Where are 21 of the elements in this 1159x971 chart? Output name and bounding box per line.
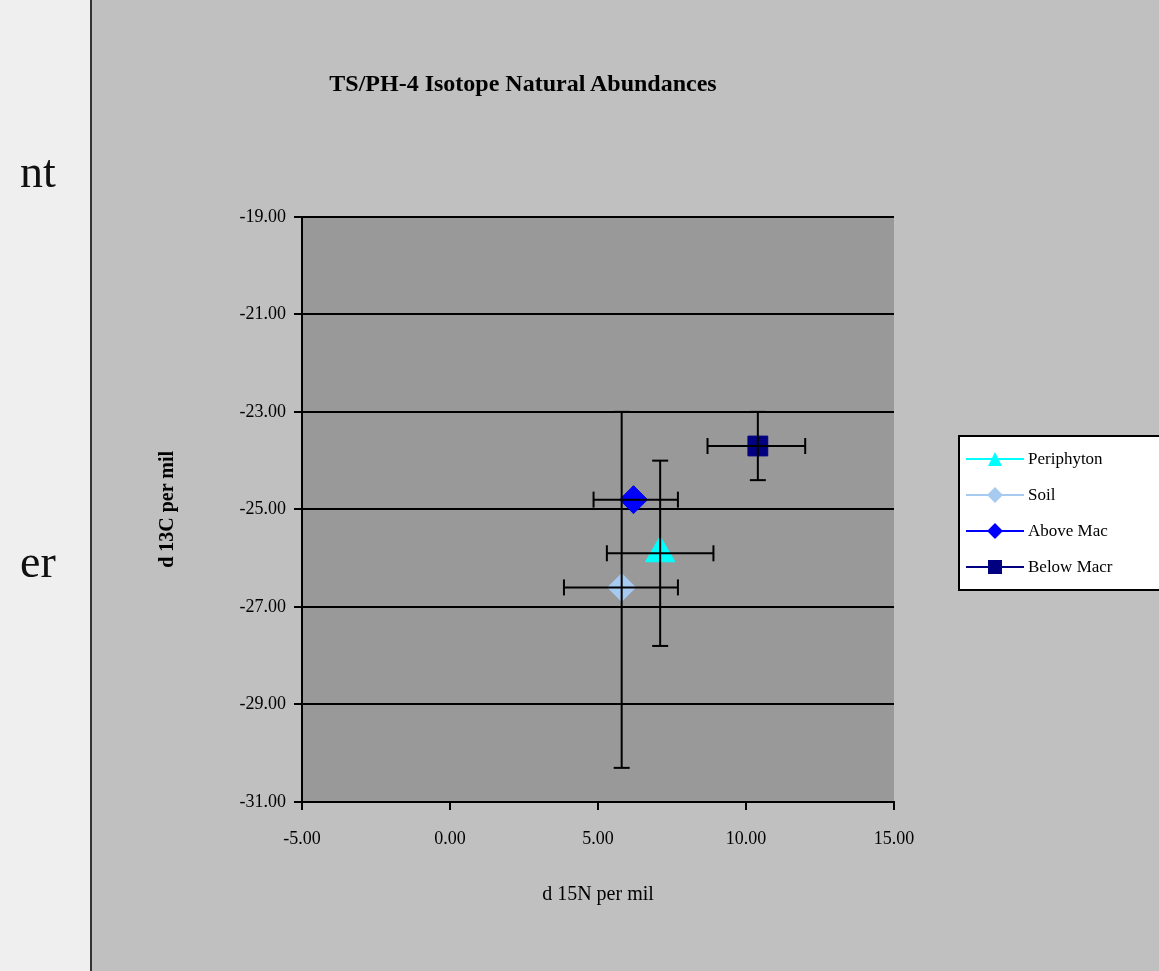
text: nt	[20, 145, 56, 198]
y-tick-label: -21.00	[239, 303, 286, 324]
x-tick-label: 5.00	[582, 827, 614, 848]
legend-label: Below Macr	[1028, 557, 1113, 577]
legend-label: Above Mac	[1028, 521, 1108, 541]
y-tick-label: -23.00	[239, 400, 286, 421]
y-tick-label: -25.00	[239, 498, 286, 519]
y-tick-label: -29.00	[239, 693, 286, 714]
y-axis-title: d 13C per mil	[155, 450, 179, 568]
x-axis-title: d 15N per mil	[542, 882, 655, 906]
legend-label: Soil	[1028, 485, 1056, 505]
y-tick-label: -19.00	[239, 205, 286, 226]
legend-label: Periphyton	[1028, 449, 1103, 469]
x-tick-label: -5.00	[283, 827, 321, 848]
text: er	[20, 535, 56, 588]
x-tick-label: 15.00	[873, 827, 915, 848]
x-tick-label: 0.00	[434, 827, 466, 848]
y-tick-label: -31.00	[239, 790, 286, 811]
y-tick-label: -27.00	[239, 595, 286, 616]
x-tick-label: 10.00	[725, 827, 767, 848]
chart-title: TS/PH-4 Isotope Natural Abundances	[329, 69, 717, 96]
